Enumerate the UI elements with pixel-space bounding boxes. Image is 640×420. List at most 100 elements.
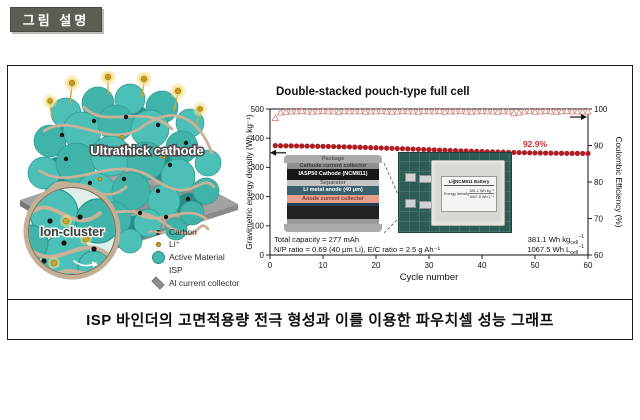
energy-density-point: [405, 146, 411, 152]
left-tick-label: 0: [260, 251, 265, 260]
illustration-legend: Carbon Li⁺ Active Material ISP Al current co…: [147, 227, 251, 290]
stack-layer-2: IASP50 Cathode (NCM811): [286, 169, 380, 180]
efficiency-point: [563, 107, 571, 115]
efficiency-point: [292, 107, 301, 115]
x-tick-label: 10: [319, 261, 328, 270]
efficiency-point: [557, 107, 566, 115]
efficiency-point: [303, 107, 311, 115]
efficiency-point: [319, 107, 327, 115]
chart-title: Double-stacked pouch-type full cell: [276, 86, 470, 98]
energy-density-point: [548, 150, 554, 156]
left-tick-label: 500: [251, 105, 265, 114]
energy-density-point: [447, 147, 453, 154]
right-tick-label: 60: [594, 251, 603, 260]
left-tick-label: 300: [251, 163, 265, 172]
energy-density-point: [278, 143, 284, 149]
legend-item-li-ion: Li⁺: [147, 239, 251, 250]
energy-density-point: [553, 150, 559, 156]
isp-strand-icon: [147, 230, 167, 235]
legend-label: Carbon: [169, 227, 197, 237]
efficiency-point: [324, 107, 333, 115]
efficiency-point: [393, 107, 401, 115]
efficiency-point: [457, 107, 465, 115]
energy-density-point: [558, 150, 565, 156]
li-ion-icon: [155, 242, 161, 247]
energy-density-point: [521, 150, 527, 156]
energy-density-point: [580, 150, 586, 157]
pouch-grav-value: 381.1 Wh kg⁻¹: [469, 189, 494, 194]
efficiency-point: [520, 107, 529, 115]
pouch-energy-density-label: Energy density: [444, 191, 470, 196]
al-collector-icon: [151, 276, 165, 290]
figure-description-badge: 그림 설명: [10, 7, 102, 32]
right-tick-label: 70: [594, 214, 603, 223]
energy-density-point: [564, 150, 570, 156]
vol-cell-annotation: 1067.5 Wh Lcell−1: [527, 244, 584, 256]
legend-label: Li⁺: [169, 239, 181, 249]
x-tick-label: 0: [268, 261, 273, 270]
efficiency-point: [377, 107, 386, 115]
efficiency-point: [414, 107, 423, 115]
energy-density-point: [399, 146, 406, 152]
energy-density-point: [421, 146, 427, 153]
stack-layer-5: Anode current collector: [286, 195, 380, 203]
energy-density-point: [532, 150, 538, 156]
energy-density-point: [346, 144, 353, 150]
efficiency-point: [356, 107, 364, 115]
efficiency-point: [531, 107, 539, 115]
efficiency-point: [525, 107, 534, 115]
ultrathick-cathode-label: Ultrathick cathode: [90, 143, 203, 158]
energy-density-point: [410, 146, 416, 152]
efficiency-point: [441, 107, 449, 115]
cathode-art-svg: Ion-cluster Ultrathick cathode: [20, 71, 238, 280]
energy-density-point: [373, 145, 379, 151]
legend-label: Active Material: [169, 252, 225, 262]
efficiency-point: [287, 107, 295, 115]
efficiency-point: [366, 107, 375, 115]
energy-density-point: [431, 147, 437, 153]
efficiency-point: [271, 113, 280, 121]
efficiency-point: [351, 107, 359, 115]
efficiency-point: [578, 107, 587, 115]
figure-frame: Ion-cluster Ultrathick cathode Carbon Li⁺…: [7, 65, 633, 340]
energy-density-point: [304, 143, 310, 149]
li-ion-glows: [43, 71, 207, 126]
efficiency-point: [573, 107, 582, 115]
efficiency-point: [494, 107, 502, 115]
energy-density-point: [293, 143, 300, 149]
retention-annotation: 92.9%: [523, 139, 548, 149]
stack-layer-7: [286, 206, 380, 219]
energy-density-point: [389, 145, 395, 151]
efficiency-point: [409, 107, 417, 115]
chart-plot-svg: 0 100 200 300 400 500 60 70 80 90 100 0 10 20 30 40 50 60…: [245, 105, 623, 283]
efficiency-point: [451, 107, 460, 115]
efficiency-point: [568, 107, 576, 115]
ion-cluster-label: Ion-cluster: [40, 225, 104, 239]
energy-density-point: [415, 146, 421, 152]
energy-density-point: [569, 150, 575, 156]
efficiency-point: [515, 108, 523, 116]
cycle-performance-chart: Double-stacked pouch-type full cell 0 100…: [244, 86, 630, 299]
efficiency-point: [547, 107, 555, 115]
callout-line: [383, 216, 401, 234]
right-tick-label: 100: [594, 105, 608, 114]
efficiency-point: [313, 107, 322, 115]
efficiency-point: [308, 107, 317, 115]
right-tick-label: 90: [594, 141, 603, 150]
efficiency-point: [552, 107, 560, 115]
efficiency-point: [467, 107, 476, 115]
energy-density-point: [537, 150, 543, 156]
li-ion-particles: [97, 134, 167, 182]
legend-label: ISP: [169, 265, 183, 275]
left-tick-label: 100: [251, 222, 265, 231]
energy-density-point: [442, 147, 448, 153]
x-tick-label: 50: [531, 261, 540, 270]
stack-layer-0: Package: [284, 155, 382, 163]
caption-bar: ISP 바인더의 고면적용량 전극 형성과 이를 이용한 파우치셀 성능 그래프: [8, 299, 632, 339]
efficiency-point: [483, 107, 492, 115]
total-capacity-annotation: Total capacity = 277 mAh: [274, 235, 359, 244]
right-axis-label: Coulombic Efficiency (%): [614, 137, 623, 228]
energy-density-point: [352, 144, 358, 150]
x-tick-label: 20: [372, 261, 381, 270]
efficiency-point: [335, 107, 343, 115]
